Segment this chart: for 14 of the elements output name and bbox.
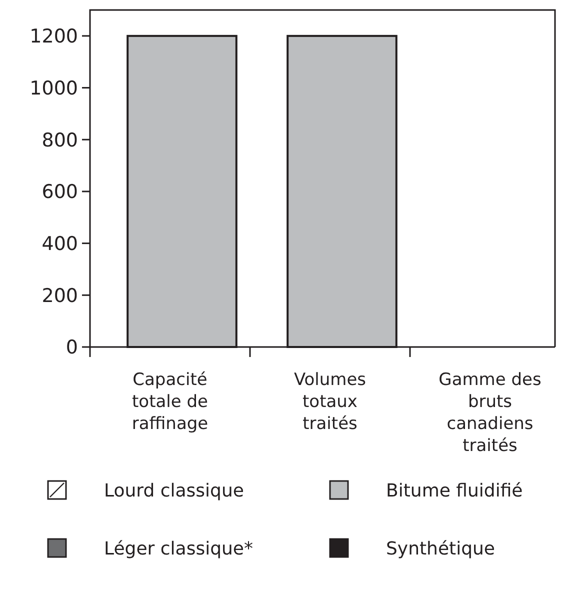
x-tick-label: Gamme des bruts canadiens traités <box>438 370 542 456</box>
legend-label: Lourd classique <box>104 480 244 502</box>
x-tick-label: Capacité totale de raffinage <box>132 370 208 434</box>
y-tick-label: 1200 <box>30 26 78 48</box>
y-tick-label: 800 <box>42 129 78 152</box>
y-tick-label: 400 <box>42 232 78 255</box>
y-tick-label: 0 <box>66 336 78 359</box>
y-tick-label: 600 <box>42 181 78 204</box>
legend-label: Léger classique* <box>104 538 254 560</box>
legend-label: Synthétique <box>386 538 495 560</box>
legend-label: Bitume fluidifié <box>386 480 523 502</box>
x-tick-label: Volumes totaux traités <box>294 370 366 434</box>
y-tick-label: 1000 <box>30 77 78 100</box>
y-tick-label: 200 <box>42 284 78 307</box>
